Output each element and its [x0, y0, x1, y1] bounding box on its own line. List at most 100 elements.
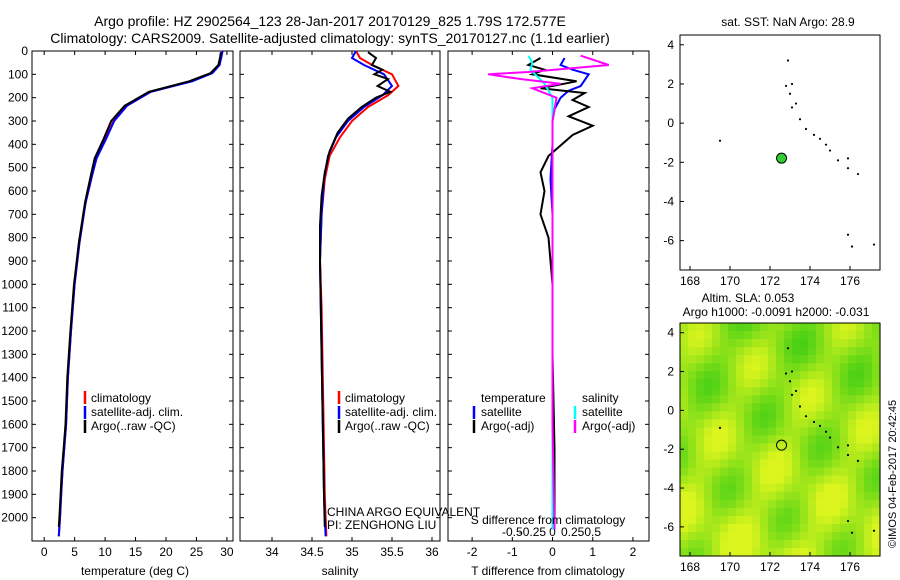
sla-cell	[816, 387, 825, 396]
sla-cell	[752, 411, 761, 421]
sla-cell	[752, 443, 761, 453]
sla-cell	[792, 323, 801, 332]
argo-float-marker	[776, 152, 788, 164]
sla-cell	[736, 539, 745, 549]
sla-cell	[760, 323, 769, 332]
sla-cell	[856, 371, 865, 380]
sla-cell	[872, 507, 881, 517]
sla-cell	[776, 507, 785, 517]
sla-cell	[816, 395, 825, 404]
sla-cell	[680, 539, 689, 549]
sla-cell	[720, 459, 729, 469]
sla-cell	[736, 475, 745, 485]
sla-cell	[864, 379, 873, 388]
sla-cell	[808, 483, 817, 493]
sla-cell	[720, 427, 729, 437]
sla-cell	[864, 411, 873, 421]
sla-cell	[824, 395, 833, 404]
sla-cell	[744, 539, 753, 549]
sla-cell	[800, 435, 809, 445]
sla-cell	[680, 467, 689, 477]
sla-cell	[848, 443, 857, 453]
sla-cell	[688, 395, 697, 404]
sla-cell	[728, 403, 737, 412]
sla-cell	[784, 395, 793, 404]
s-diff-tick-label: 0.5	[584, 525, 601, 539]
sla-cell	[800, 379, 809, 388]
sla-cell	[840, 395, 849, 404]
sla-cell	[792, 443, 801, 453]
sla-cell	[776, 443, 785, 453]
sla-cell	[728, 475, 737, 485]
sla-cell	[872, 515, 881, 525]
sla-cell	[760, 539, 769, 549]
sla-cell	[800, 363, 809, 372]
sla-cell	[800, 443, 809, 453]
sla-cell	[856, 491, 865, 501]
sla-cell	[848, 371, 857, 380]
y-tick-label: 700	[8, 207, 28, 221]
sla-cell	[728, 515, 737, 525]
sla-cell	[680, 387, 689, 396]
sla-cell	[816, 531, 825, 541]
t-difference-x-label: T difference from climatology	[471, 564, 625, 578]
sla-cell	[704, 427, 713, 437]
sla-cell	[808, 531, 817, 541]
sla-cell	[792, 539, 801, 549]
sla-cell	[816, 475, 825, 485]
x-tick-label: 35	[345, 545, 359, 559]
sla-cell	[696, 347, 705, 356]
sla-cell	[816, 539, 825, 549]
sla-cell	[832, 491, 841, 501]
sla-cell	[752, 435, 761, 445]
sla-cell	[768, 467, 777, 477]
sla-cell	[720, 539, 729, 549]
sla-map-layer: 168 170 172 174 176 4 2 0 -2 -4 -6	[663, 326, 876, 574]
sla-cell	[800, 331, 809, 340]
sla-cell	[736, 443, 745, 453]
sla-cell	[712, 419, 721, 429]
legend-salinity-title: salinity	[582, 391, 619, 405]
sla-cell	[840, 339, 849, 348]
sla-cell	[712, 427, 721, 437]
sla-cell	[816, 411, 825, 421]
sla-cell	[776, 451, 785, 461]
sla-cell	[736, 451, 745, 461]
y-tick-label: 1900	[1, 487, 28, 501]
sla-cell	[712, 411, 721, 421]
sla-cell	[704, 403, 713, 412]
sla-cell	[792, 459, 801, 469]
series-satellite-adj-clim-	[57, 50, 224, 537]
sla-cell	[760, 467, 769, 477]
sla-cell	[840, 467, 849, 477]
sla-cell	[816, 363, 825, 372]
sla-cell	[752, 355, 761, 364]
sla-cell	[856, 339, 865, 348]
sla-cell	[712, 523, 721, 533]
sla-cell	[816, 339, 825, 348]
sla-cell	[776, 387, 785, 396]
sla-cell	[848, 539, 857, 549]
y-tick-label: 900	[8, 254, 28, 268]
x-tick-label: 36	[425, 545, 439, 559]
sla-cell	[696, 475, 705, 485]
sla-cell	[728, 459, 737, 469]
sla-cell	[816, 547, 825, 557]
x-tick-label: 34	[265, 545, 279, 559]
sla-cell	[688, 331, 697, 340]
island	[856, 459, 860, 462]
sla-cell	[776, 395, 785, 404]
sst-map-layer: 168 170 172 174 176 4 2 0 -2 -4 -6	[663, 38, 876, 288]
sla-cell	[736, 323, 745, 332]
sla-cell	[832, 523, 841, 533]
sla-cell	[840, 483, 849, 493]
y-tick-label: 600	[8, 184, 28, 198]
sla-cell	[704, 371, 713, 380]
y-tick-label: 1700	[1, 441, 28, 455]
y-tick-label: 300	[8, 114, 28, 128]
sla-cell	[704, 419, 713, 429]
sla-cell	[696, 331, 705, 340]
sla-cell	[768, 539, 777, 549]
sla-cell	[768, 395, 777, 404]
sla-cell	[720, 475, 729, 485]
